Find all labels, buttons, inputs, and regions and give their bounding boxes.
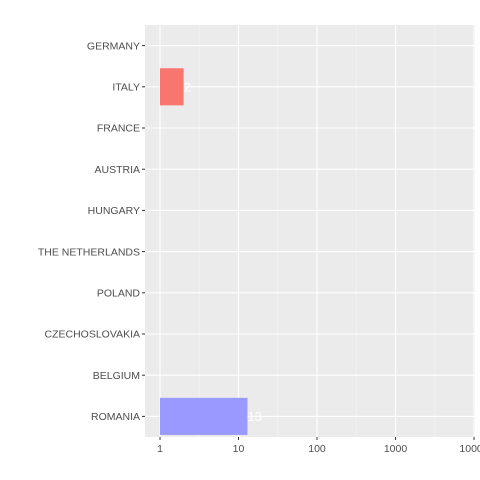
y-tick-label: THE NETHERLANDS: [38, 246, 140, 258]
y-tick-label: AUSTRIA: [94, 164, 140, 176]
y-tick-label: ITALY: [112, 82, 140, 94]
bar: [160, 397, 248, 435]
y-tick-label: CZECHOSLOVAKIA: [45, 329, 141, 341]
y-tick-label: BELGIUM: [93, 370, 140, 382]
y-tick-label: FRANCE: [97, 123, 140, 135]
x-tick-label: 100: [308, 443, 326, 455]
x-tick-label: 10000: [459, 443, 480, 455]
data-labels: 2 13: [184, 79, 262, 424]
plot-panel: [145, 25, 475, 437]
data-label: 2: [184, 79, 191, 94]
data-label: 13: [247, 409, 261, 424]
x-tick-label: 10: [233, 443, 245, 455]
bars: [160, 68, 248, 435]
x-tick-label: 1: [157, 443, 163, 455]
bar: [160, 68, 184, 106]
y-tick-label: POLAND: [97, 288, 141, 300]
grid-lines: [145, 25, 475, 437]
y-tick-label: HUNGARY: [88, 205, 140, 217]
y-tick-label: ROMANIA: [91, 411, 140, 423]
x-tick-label: 1000: [384, 443, 408, 455]
x-axis-labels: 1 10 100 1000 10000: [157, 437, 480, 455]
y-tick-label: GERMANY: [87, 40, 140, 52]
y-axis-labels: GERMANY ITALY FRANCE AUSTRIA HUNGARY THE NETH…: [38, 40, 145, 423]
